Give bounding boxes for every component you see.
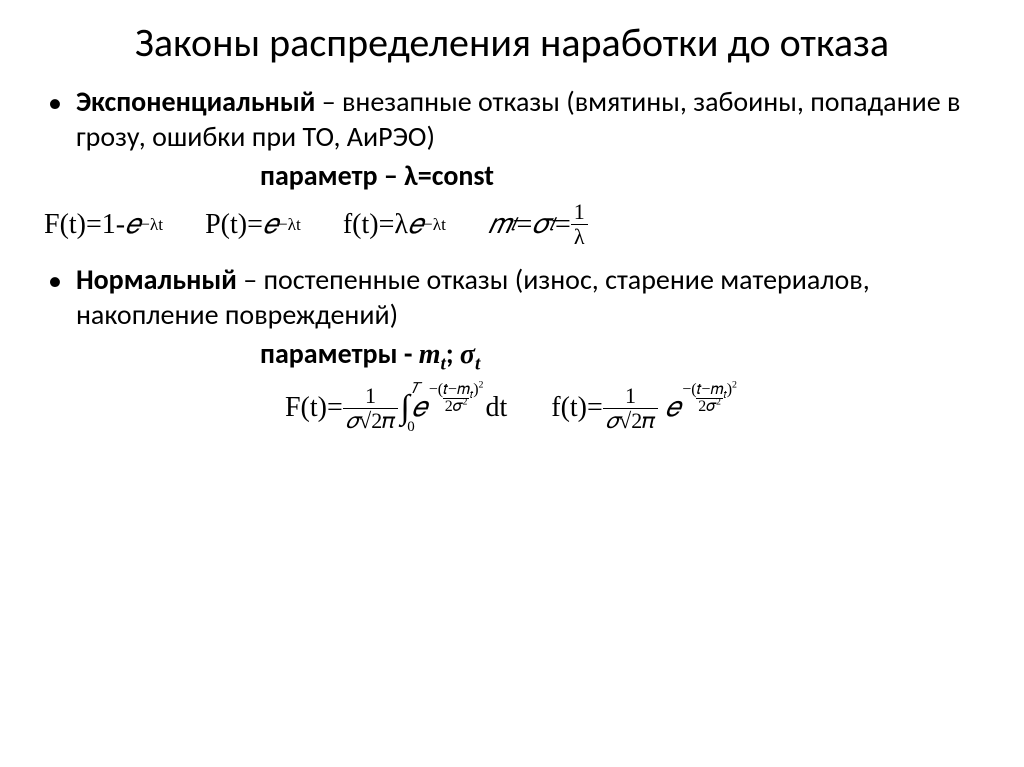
bullet-dot-icon: •: [48, 266, 62, 297]
m-symbol: 𝑚: [488, 209, 511, 241]
math-e: 𝑒: [125, 209, 140, 241]
gauss-exponent: −(𝑡−𝑚𝑡)2 2𝜎2: [427, 382, 486, 415]
exp-P-lhs: P(t)=: [205, 209, 263, 241]
page-title: Законы распределения наработки до отказа: [40, 20, 984, 66]
int-lower: 0: [407, 421, 415, 434]
dt: dt: [485, 392, 507, 424]
math-e: 𝑒: [408, 209, 423, 241]
gauss-exponent: −(𝑡−𝑚𝑡)2 2𝜎2: [680, 382, 739, 415]
exp-f-formula: f(t)=λ𝑒−λt: [343, 209, 446, 241]
exp-F-formula: F(t)=1-𝑒−λt: [44, 209, 163, 241]
minus: −: [682, 381, 691, 398]
norm-f-formula: f(t)= 1 𝜎√2𝜋 𝑒 −(𝑡−𝑚𝑡)2 2𝜎2: [551, 385, 739, 432]
bullet-exponential: • Экспоненциальный – внезапные отказы (в…: [48, 84, 984, 154]
expd: 2𝜎: [445, 398, 463, 415]
bullet-dot-icon: •: [48, 88, 62, 119]
sigma: 𝜎: [606, 408, 619, 433]
expd-pow: 2: [716, 396, 721, 407]
param-sep: ;: [446, 336, 460, 371]
sigma: 𝜎: [346, 408, 359, 433]
exp-P-formula: P(t)=𝑒−λt: [205, 209, 301, 241]
equals: =: [516, 209, 532, 241]
bullet-normal: • Нормальный – постепенные отказы (износ…: [48, 262, 984, 332]
norm-F-formula: F(t)= 1 𝜎√2𝜋 𝑇 ∫ 0 𝑒 −(𝑡−𝑚𝑡)2 2𝜎2 dt: [285, 381, 507, 435]
sigma-symbol: 𝜎: [532, 209, 549, 241]
frac-den: 𝜎√2𝜋: [603, 408, 659, 432]
norm-coef-frac: 1 𝜎√2𝜋: [603, 385, 659, 432]
minus: −: [429, 381, 438, 398]
norm-f-lhs: f(t)=: [551, 392, 603, 424]
exp-f-lhs: f(t)=λ: [343, 209, 408, 241]
expd-pow: 2: [462, 396, 467, 407]
frac-num: 1: [362, 385, 379, 408]
math-e: 𝑒: [665, 392, 680, 424]
param-sub-t: t: [475, 354, 480, 375]
norm-F-lhs: F(t)=: [285, 392, 343, 424]
expn-pow: 2: [732, 379, 737, 390]
norm-name: Нормальный: [76, 262, 237, 297]
norm-coef-frac: 1 𝜎√2𝜋: [343, 385, 399, 432]
frac-num: 1: [622, 385, 639, 408]
norm-param-prefix: параметры -: [260, 336, 419, 371]
math-e: 𝑒: [263, 209, 278, 241]
norm-param-line: параметры - mt; σt: [40, 336, 984, 371]
frac-den: 𝜎√2𝜋: [343, 408, 399, 432]
norm-formula-row: F(t)= 1 𝜎√2𝜋 𝑇 ∫ 0 𝑒 −(𝑡−𝑚𝑡)2 2𝜎2 dt f(t…: [40, 381, 984, 435]
exp-param-line: параметр – λ=const: [40, 158, 984, 193]
frac-den: λ: [571, 224, 588, 248]
frac-num: 1: [571, 201, 588, 224]
exp-F-lhs: F(t)=1-: [44, 209, 125, 241]
param-m: m: [419, 339, 441, 370]
expn-l: (𝑡−𝑚: [691, 381, 723, 398]
param-sigma: σ: [460, 339, 475, 370]
bullet-exp-text: Экспоненциальный – внезапные отказы (вмя…: [76, 84, 984, 154]
exp-msigma-formula: 𝑚𝑡 = 𝜎𝑡 = 1 λ: [488, 201, 588, 248]
equals: =: [555, 209, 571, 241]
bullet-norm-text: Нормальный – постепенные отказы (износ, …: [76, 262, 984, 332]
expn-pow: 2: [479, 379, 484, 390]
sqrt2pi: √2𝜋: [359, 408, 395, 433]
expn-l: (𝑡−𝑚: [438, 381, 470, 398]
expd: 2𝜎: [698, 398, 716, 415]
exp-name: Экспоненциальный: [76, 84, 315, 119]
exp-formula-row: F(t)=1-𝑒−λt P(t)=𝑒−λt f(t)=λ𝑒−λt 𝑚𝑡 = 𝜎𝑡…: [40, 201, 984, 248]
integral-symbol: 𝑇 ∫ 0: [400, 381, 409, 435]
sqrt2pi: √2𝜋: [619, 408, 655, 433]
one-over-lambda: 1 λ: [571, 201, 588, 248]
int-upper: 𝑇: [410, 383, 419, 396]
